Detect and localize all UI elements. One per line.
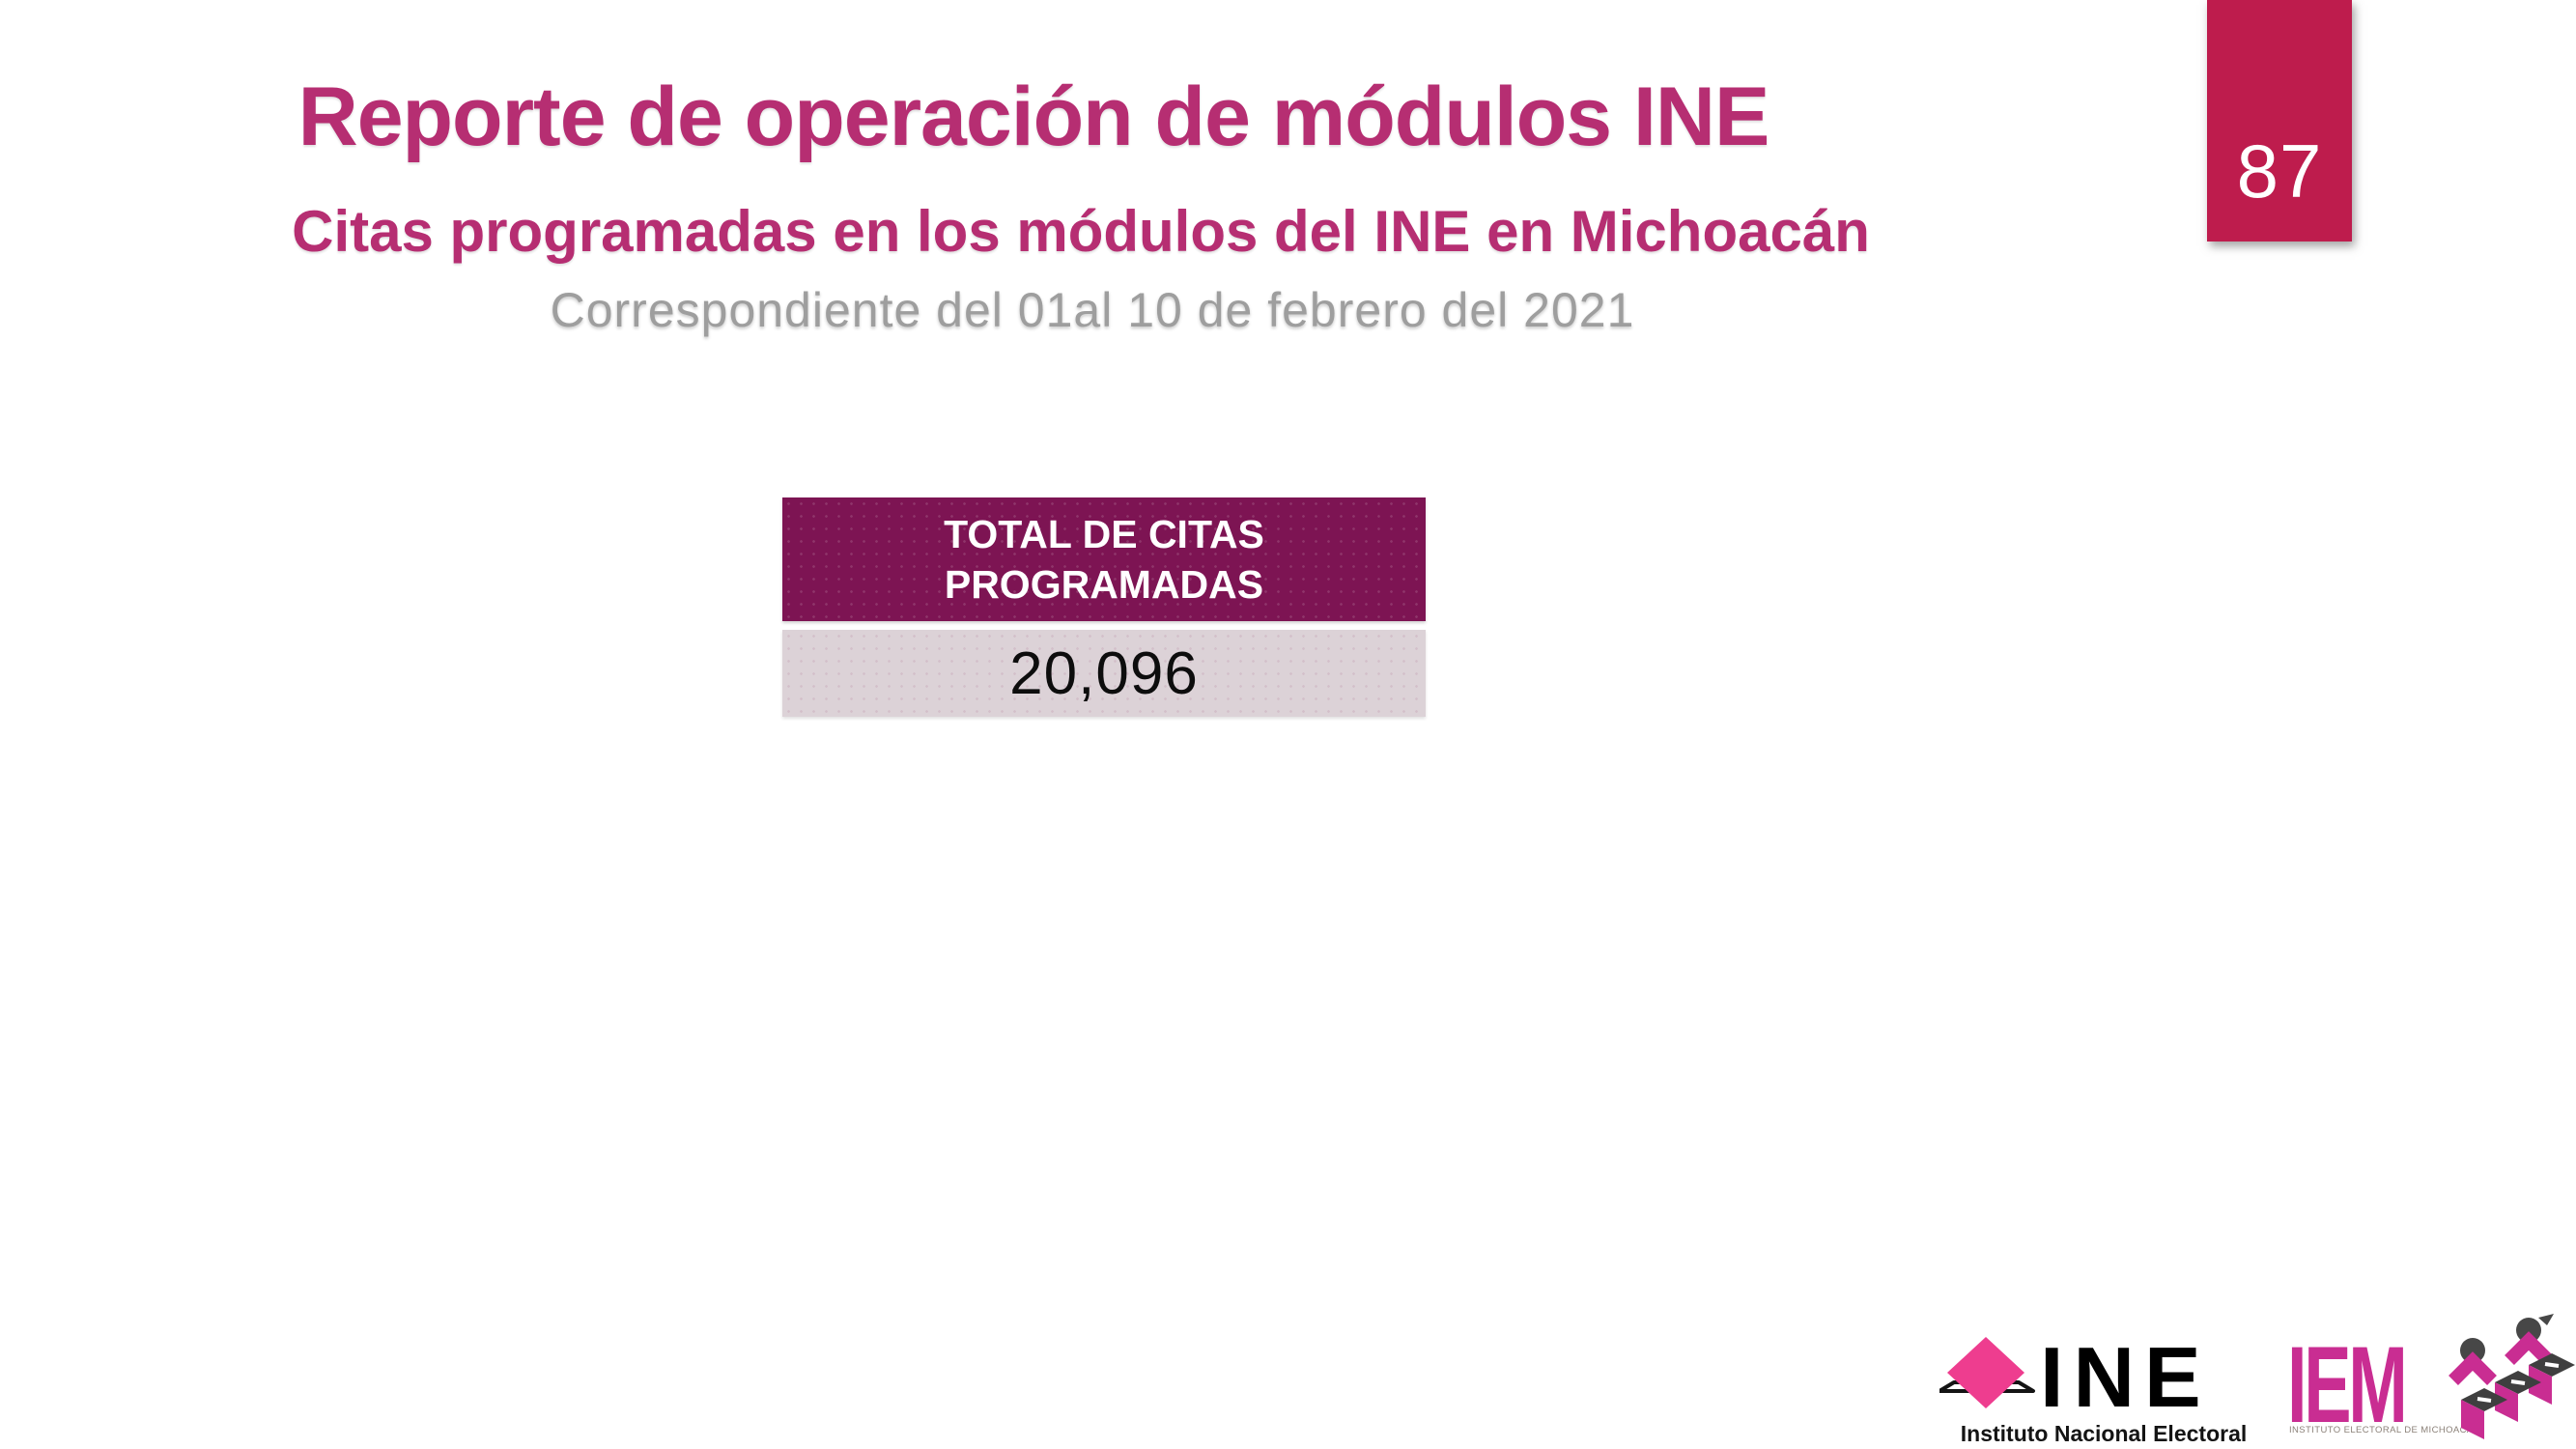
- total-citas-value: 20,096: [1009, 639, 1199, 707]
- summary-table-header-label: TOTAL DE CITAS PROGRAMADAS: [944, 511, 1264, 607]
- iem-ballot-boxes-people-icon: [2449, 1314, 2575, 1439]
- page-subtitle: Citas programadas en los módulos del INE…: [292, 199, 1870, 264]
- ine-logo: INE Instituto Nacional Electoral: [1939, 1331, 2276, 1447]
- ine-logo-caption: Instituto Nacional Electoral: [1960, 1421, 2248, 1446]
- iem-acronym: IEM: [2287, 1324, 2408, 1445]
- page-number-box: 87: [2207, 0, 2352, 242]
- ine-ballot-diamond-icon: INE: [1939, 1331, 2211, 1418]
- svg-text:INE: INE: [2040, 1331, 2211, 1418]
- summary-table-header: TOTAL DE CITAS PROGRAMADAS: [782, 497, 1426, 621]
- summary-table-value-cell: 20,096: [782, 630, 1426, 717]
- ine-logo-top: INE: [1939, 1331, 2276, 1418]
- summary-table: TOTAL DE CITAS PROGRAMADAS 20,096: [782, 497, 1426, 717]
- iem-logo-text: IEM INSTITUTO ELECTORAL DE MICHOACÁN: [2287, 1314, 2480, 1445]
- iem-logo: IEM INSTITUTO ELECTORAL DE MICHOACÁN: [2287, 1314, 2576, 1444]
- iem-logo-caption: INSTITUTO ELECTORAL DE MICHOACÁN: [2289, 1425, 2480, 1435]
- report-period: Correspondiente del 01al 10 de febrero d…: [550, 283, 1635, 337]
- page-title: Reporte de operación de módulos INE: [297, 71, 1770, 163]
- page-number: 87: [2236, 128, 2323, 213]
